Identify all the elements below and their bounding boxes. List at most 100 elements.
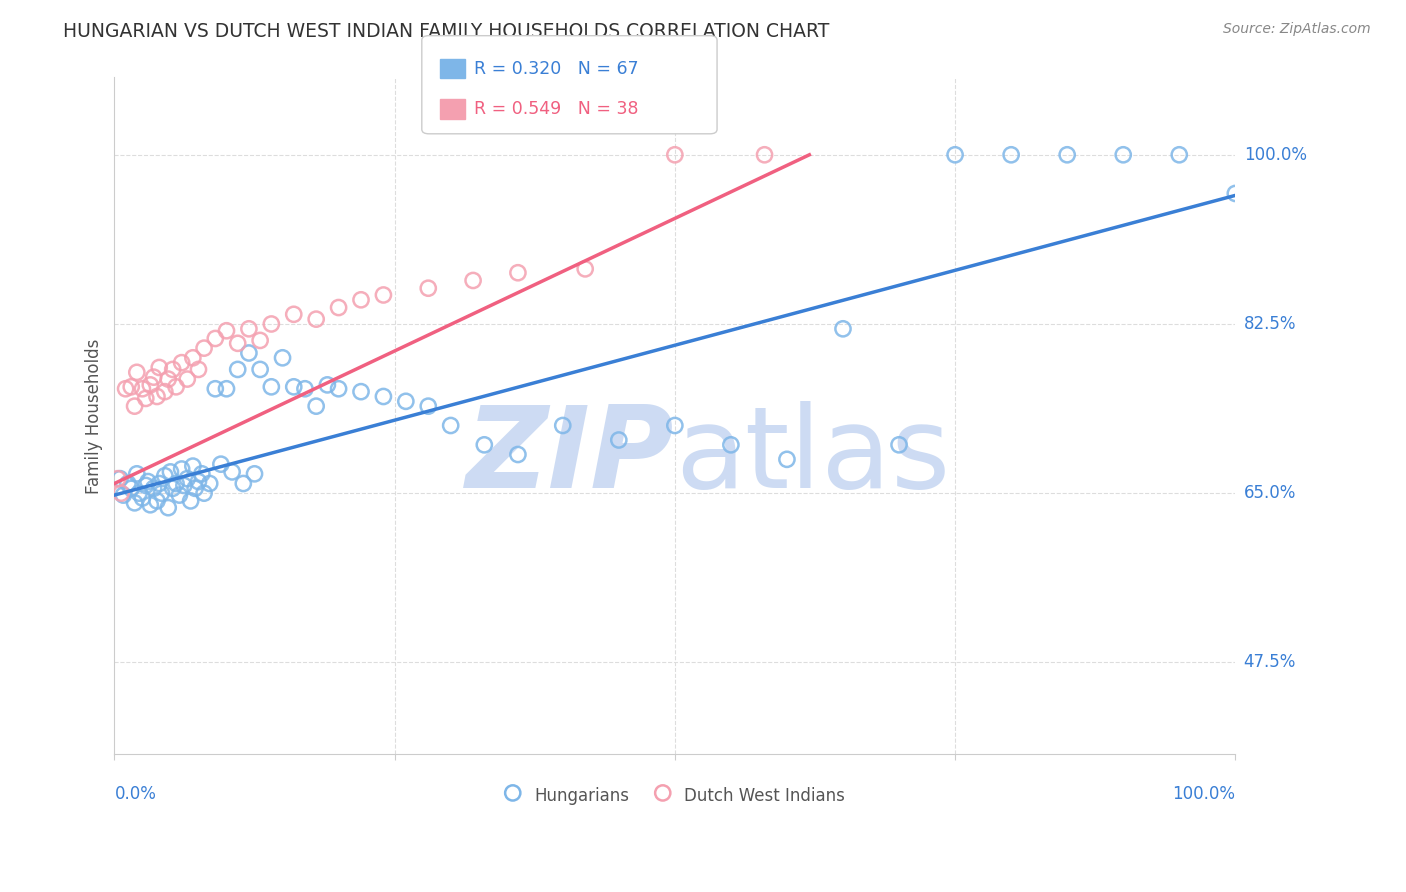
Point (440, 418, 463, 433)
Point (373, 288, 395, 302)
Point (1225, 186, 1247, 201)
Point (243, 467, 266, 481)
Point (157, 372, 180, 386)
Point (176, 372, 198, 386)
Point (198, 476, 221, 491)
Point (170, 356, 193, 370)
Point (1112, 148, 1135, 162)
Point (153, 384, 176, 399)
Point (461, 273, 484, 287)
Point (720, 438, 742, 452)
Point (124, 496, 146, 510)
Point (249, 334, 271, 348)
Point (157, 500, 180, 515)
Point (187, 362, 209, 376)
Point (776, 452, 799, 467)
Point (350, 384, 373, 399)
Point (184, 481, 207, 495)
Point (204, 382, 226, 396)
Point (350, 293, 373, 307)
Point (142, 370, 165, 384)
Text: 100.0%: 100.0% (1244, 145, 1306, 164)
Text: 100.0%: 100.0% (1173, 785, 1236, 803)
Point (135, 392, 157, 406)
Point (249, 362, 271, 376)
Y-axis label: Family Households: Family Households (86, 338, 103, 493)
Point (148, 476, 170, 491)
Point (305, 399, 328, 413)
Point (551, 418, 574, 433)
Point (215, 324, 238, 338)
Point (943, 148, 966, 162)
Point (472, 438, 495, 452)
Point (305, 312, 328, 326)
Point (117, 476, 139, 491)
Point (294, 382, 316, 396)
Point (191, 467, 214, 481)
Point (373, 389, 395, 403)
Point (181, 351, 204, 365)
Point (574, 261, 596, 276)
Point (162, 362, 184, 376)
Point (418, 281, 440, 295)
Point (260, 380, 283, 394)
Point (271, 351, 294, 365)
Text: Source: ZipAtlas.com: Source: ZipAtlas.com (1223, 22, 1371, 37)
Point (328, 301, 350, 315)
Point (159, 465, 181, 479)
Point (120, 380, 142, 394)
Point (173, 478, 195, 492)
Point (832, 322, 855, 336)
Text: R = 0.320   N = 67: R = 0.320 N = 67 (474, 60, 638, 78)
Point (112, 488, 135, 502)
Point (176, 472, 198, 486)
Point (209, 457, 232, 471)
Point (131, 491, 153, 505)
Text: 82.5%: 82.5% (1244, 315, 1296, 333)
Point (120, 481, 142, 495)
Point (418, 399, 440, 413)
Point (215, 382, 238, 396)
Point (1056, 148, 1078, 162)
Point (1000, 148, 1022, 162)
Point (181, 459, 204, 474)
Point (754, 148, 776, 162)
Point (153, 468, 176, 483)
Point (283, 380, 305, 394)
Text: 65.0%: 65.0% (1244, 484, 1296, 502)
Point (193, 341, 215, 355)
Point (260, 317, 283, 331)
Point (125, 467, 148, 481)
Point (238, 322, 260, 336)
Point (150, 486, 173, 500)
Point (107, 472, 129, 486)
Point (328, 382, 350, 396)
Point (110, 486, 132, 500)
Point (146, 494, 169, 508)
Point (395, 394, 418, 409)
Point (180, 494, 202, 508)
Point (148, 360, 170, 375)
Text: 47.5%: 47.5% (1244, 653, 1296, 672)
Point (506, 448, 529, 462)
Point (128, 486, 150, 500)
Point (232, 476, 254, 491)
Legend: Hungarians, Dutch West Indians: Hungarians, Dutch West Indians (496, 777, 853, 814)
Point (162, 481, 184, 495)
Text: 0.0%: 0.0% (114, 785, 156, 803)
Point (664, 418, 686, 433)
Point (238, 346, 260, 360)
Point (165, 380, 187, 394)
Point (187, 475, 209, 489)
Text: HUNGARIAN VS DUTCH WEST INDIAN FAMILY HOUSEHOLDS CORRELATION CHART: HUNGARIAN VS DUTCH WEST INDIAN FAMILY HO… (63, 22, 830, 41)
Text: ZIP: ZIP (467, 401, 675, 512)
Point (135, 478, 157, 492)
Point (146, 389, 169, 403)
Point (316, 377, 339, 392)
Point (125, 365, 148, 379)
Text: R = 0.549   N = 38: R = 0.549 N = 38 (474, 100, 638, 118)
Point (283, 307, 305, 321)
Point (1168, 148, 1191, 162)
Point (193, 486, 215, 500)
Point (226, 362, 249, 376)
